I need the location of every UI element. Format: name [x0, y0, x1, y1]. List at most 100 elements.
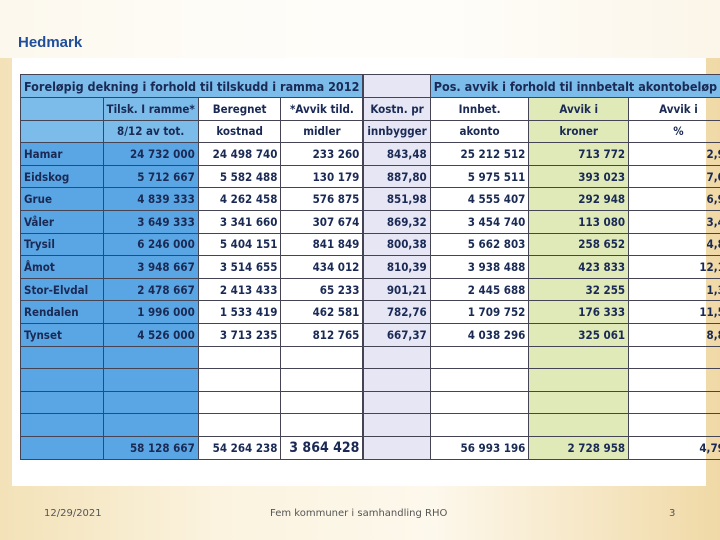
cell: 113 080	[528, 209, 630, 234]
municipality: Tynset	[20, 322, 104, 347]
section-title: Pos. avvik i forhold til innbetalt akont…	[429, 74, 720, 98]
cell: 887,80	[363, 164, 431, 189]
empty-cell	[280, 345, 364, 370]
cell: 24 732 000	[102, 142, 199, 166]
empty-cell	[20, 390, 104, 415]
cell: 6,9	[628, 187, 720, 211]
empty-cell	[363, 368, 431, 392]
cell: 434 012	[280, 255, 364, 279]
municipality: Åmot	[20, 255, 104, 279]
empty-cell	[197, 368, 282, 392]
cell: 782,76	[363, 300, 431, 324]
column-header: Avvik i	[528, 97, 630, 121]
cell: 4 038 296	[429, 322, 530, 347]
empty-cell	[363, 435, 431, 460]
header-cell	[20, 119, 104, 144]
cell: 576 875	[280, 187, 364, 211]
cell: 1 709 752	[429, 300, 530, 324]
empty-cell	[197, 390, 282, 415]
cell: 32 255	[528, 277, 630, 302]
cell: 258 652	[528, 232, 630, 257]
municipality: Rendalen	[20, 300, 104, 324]
cell: 4 555 407	[429, 187, 530, 211]
data-row: Stor-Elvdal 2 478 667 2 413 433 65 233 901,2…	[20, 277, 720, 302]
cell: 5 404 151	[197, 232, 282, 257]
data-row: Hamar 24 732 000 24 498 740 233 260 843,48 25…	[20, 142, 720, 166]
column-header: *Avvik tild.	[280, 97, 364, 121]
empty-cell	[102, 390, 199, 415]
column-header: Kostn. pr	[363, 97, 431, 121]
cell: 307 674	[280, 209, 364, 234]
cell: 5 662 803	[429, 232, 530, 257]
cell: 841 849	[280, 232, 364, 257]
cell: 4,8	[628, 232, 720, 257]
footer-date: 12/29/2021	[44, 508, 102, 519]
page-number: 3	[669, 508, 676, 519]
total-row: 58 128 667 54 264 238 3 864 428 56 993 196 2…	[20, 435, 720, 460]
cell: 25 212 512	[429, 142, 530, 166]
empty-cell	[280, 390, 364, 415]
cell: 4 526 000	[102, 322, 199, 347]
empty-cell	[20, 435, 104, 460]
cell: 851,98	[363, 187, 431, 211]
municipality: Stor-Elvdal	[20, 277, 104, 302]
empty-cell	[20, 345, 104, 370]
cell: 3 713 235	[197, 322, 282, 347]
empty-cell	[628, 390, 720, 415]
cell: 2 478 667	[102, 277, 199, 302]
municipality: Trysil	[20, 232, 104, 257]
column-header: kostnad	[197, 119, 282, 144]
column-header: Avvik i	[628, 97, 720, 121]
municipality: Eidskog	[20, 164, 104, 189]
empty-cell	[363, 345, 431, 370]
column-header: midler	[280, 119, 364, 144]
empty-row	[20, 345, 720, 370]
cell: 1 996 000	[102, 300, 199, 324]
empty-cell	[197, 345, 282, 370]
section-row: Foreløpig dekning i forhold til tilskudd…	[19, 74, 720, 98]
empty-cell	[429, 368, 530, 392]
empty-cell	[102, 413, 199, 437]
cell: 7,0	[628, 164, 720, 189]
column-header: 8/12 av tot.	[102, 119, 199, 144]
empty-cell	[102, 345, 199, 370]
data-row: Våler 3 649 333 3 341 660 307 674 869,32 3 45…	[20, 209, 720, 234]
column-header: Beregnet	[197, 97, 282, 121]
column-header: %	[628, 119, 720, 144]
cell: 901,21	[363, 277, 431, 302]
cell: 3 454 740	[429, 209, 530, 234]
empty-cell	[528, 413, 630, 437]
cell: 325 061	[528, 322, 630, 347]
empty-cell	[528, 368, 630, 392]
cell: 812 765	[280, 322, 364, 347]
municipality: Grue	[20, 187, 104, 211]
slide-title: Hedmark	[18, 34, 83, 51]
cell: 462 581	[280, 300, 364, 324]
cell: 800,38	[363, 232, 431, 257]
empty-cell	[528, 390, 630, 415]
empty-cell	[429, 345, 530, 370]
cell: 667,37	[363, 322, 431, 347]
top-band	[0, 0, 720, 58]
cell: 4 262 458	[197, 187, 282, 211]
cell: 3 649 333	[102, 209, 199, 234]
cell: 810,39	[363, 255, 431, 279]
municipality: Våler	[20, 209, 104, 234]
data-row: Eidskog 5 712 667 5 582 488 130 179 887,80 5 …	[20, 164, 720, 189]
empty-cell	[280, 368, 364, 392]
header-row: Tilsk. I ramme* Beregnet *Avvik tild. Kostn…	[20, 97, 720, 121]
column-header: Tilsk. I ramme*	[102, 97, 199, 121]
cell: 1 533 419	[197, 300, 282, 324]
cell: 869,32	[363, 209, 431, 234]
column-header: kroner	[528, 119, 630, 144]
cell: 24 498 740	[197, 142, 282, 166]
cell: 2 413 433	[197, 277, 282, 302]
total-cell: 3 864 428	[280, 435, 364, 460]
cell: 130 179	[280, 164, 364, 189]
data-row: Tynset 4 526 000 3 713 235 812 765 667,37 4 0…	[20, 322, 720, 347]
empty-cell	[628, 413, 720, 437]
empty-cell	[363, 413, 431, 437]
empty-cell	[280, 413, 364, 437]
footer-text: Fem kommuner i samhandling RHO	[270, 508, 448, 519]
cell: 423 833	[528, 255, 630, 279]
